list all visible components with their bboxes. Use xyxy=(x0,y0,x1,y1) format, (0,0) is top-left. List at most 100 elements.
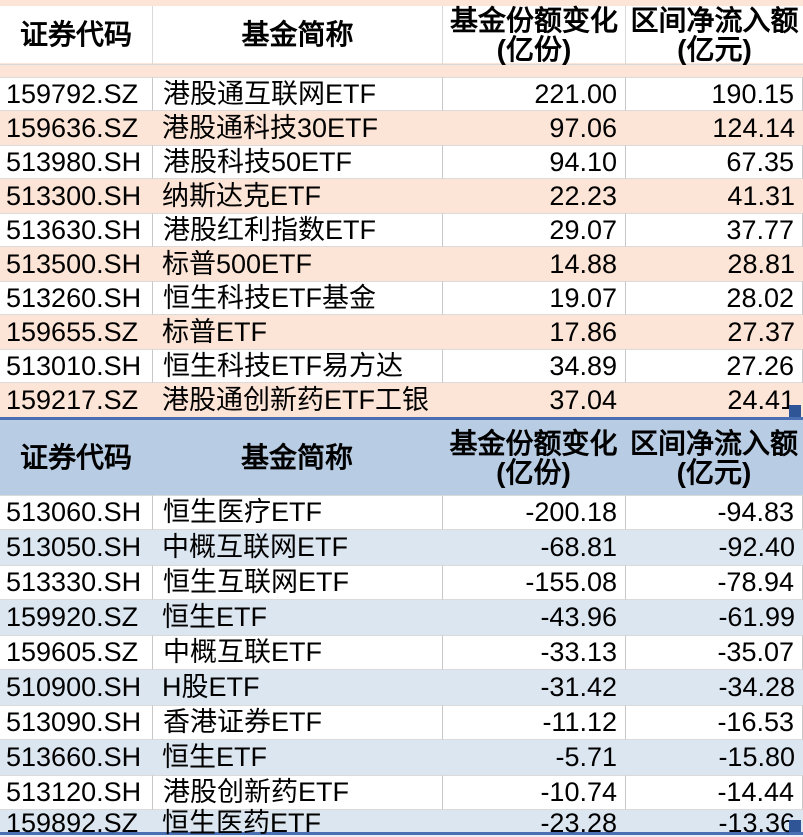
share-change-cell[interactable]: -33.13 xyxy=(442,635,625,670)
net-inflow-cell[interactable]: -14.44 xyxy=(625,775,803,810)
code-cell[interactable]: 513630.SH xyxy=(0,213,152,247)
fund-name-cell[interactable]: 恒生互联网ETF xyxy=(152,565,442,600)
net-inflow-cell[interactable]: 37.77 xyxy=(625,213,803,247)
fund-name-cell[interactable]: 中概互联ETF xyxy=(152,635,442,670)
code-cell[interactable]: 159217.SZ xyxy=(6,384,139,415)
fund-name-cell[interactable]: 港股通互联网ETF xyxy=(152,77,442,111)
table-row[interactable]: 513630.SH 港股红利指数ETF 29.07 37.77 xyxy=(0,213,803,247)
fill-handle-inflow[interactable] xyxy=(789,405,801,417)
net-inflow-cell[interactable]: 24.41 xyxy=(727,384,795,415)
table-row[interactable]: 159920.SZ 恒生ETF -43.96 -61.99 xyxy=(0,600,803,635)
fund-name-cell[interactable]: 恒生医疗ETF xyxy=(152,495,442,530)
share-change-cell[interactable]: -68.81 xyxy=(540,532,617,562)
share-change-cell[interactable]: -43.96 xyxy=(540,602,617,632)
table-row[interactable]: 159636.SZ 港股通科技30ETF 97.06 124.14 xyxy=(0,111,803,145)
share-change-cell[interactable]: 97.06 xyxy=(549,112,617,143)
table-row[interactable]: 513090.SH 香港证券ETF -11.12 -16.53 xyxy=(0,705,803,740)
net-inflow-cell[interactable]: -34.28 xyxy=(718,672,795,702)
code-cell[interactable]: 159920.SZ xyxy=(6,602,139,632)
code-cell[interactable]: 513980.SH xyxy=(0,145,152,179)
fund-name-cell[interactable]: 恒生ETF xyxy=(162,742,267,772)
header-share-change-cell[interactable]: 基金份额变化 (亿份) xyxy=(442,420,625,495)
net-inflow-cell[interactable]: 28.81 xyxy=(727,248,795,279)
share-change-cell[interactable]: -11.12 xyxy=(442,705,625,740)
net-inflow-cell[interactable]: 67.35 xyxy=(625,145,803,179)
net-inflow-cell[interactable]: -35.07 xyxy=(625,635,803,670)
fund-name-cell[interactable]: 港股创新药ETF xyxy=(152,775,442,810)
net-inflow-cell[interactable]: 41.31 xyxy=(727,180,795,211)
header-name-cell[interactable]: 基金简称 xyxy=(152,6,442,65)
table-row[interactable]: 513010.SH 恒生科技ETF易方达 34.89 27.26 xyxy=(0,349,803,383)
net-inflow-cell[interactable]: -13.36 xyxy=(718,808,795,837)
table-row[interactable]: 159217.SZ 港股通创新药ETF工银 37.04 24.41 xyxy=(0,383,803,417)
code-cell[interactable]: 513500.SH xyxy=(6,248,142,279)
code-cell[interactable]: 159655.SZ xyxy=(6,316,139,347)
share-change-cell[interactable]: -31.42 xyxy=(540,672,617,702)
table-row[interactable]: 159605.SZ 中概互联ETF -33.13 -35.07 xyxy=(0,635,803,670)
table-row[interactable]: 513980.SH 港股科技50ETF 94.10 67.35 xyxy=(0,145,803,179)
share-change-cell[interactable]: 34.89 xyxy=(442,349,625,383)
code-cell[interactable]: 513010.SH xyxy=(0,349,152,383)
header-share-change-cell[interactable]: 基金份额变化 (亿份) xyxy=(442,6,625,65)
code-cell[interactable]: 513050.SH xyxy=(6,532,142,562)
net-inflow-cell[interactable]: -61.99 xyxy=(718,602,795,632)
share-change-cell[interactable]: 37.04 xyxy=(549,384,617,415)
net-inflow-cell[interactable]: -78.94 xyxy=(625,565,803,600)
header-net-inflow-cell[interactable]: 区间净流入额 (亿元) xyxy=(625,420,803,495)
fund-name-cell[interactable]: 港股通创新药ETF工银 xyxy=(162,384,429,415)
table-row[interactable]: 159792.SZ 港股通互联网ETF 221.00 190.15 xyxy=(0,77,803,111)
share-change-cell[interactable]: -155.08 xyxy=(442,565,625,600)
share-change-cell[interactable]: 17.86 xyxy=(549,316,617,347)
fund-name-cell[interactable]: 恒生医药ETF xyxy=(162,808,321,837)
net-inflow-cell[interactable]: -16.53 xyxy=(625,705,803,740)
share-change-cell[interactable]: 14.88 xyxy=(549,248,617,279)
table-row[interactable]: 513050.SH 中概互联网ETF -68.81 -92.40 xyxy=(0,530,803,565)
table-row[interactable]: 513500.SH 标普500ETF 14.88 28.81 xyxy=(0,247,803,281)
fund-name-cell[interactable]: 标普500ETF xyxy=(162,248,313,279)
inflow-spacer-row[interactable] xyxy=(0,63,803,77)
net-inflow-cell[interactable]: -94.83 xyxy=(625,495,803,530)
fund-name-cell[interactable]: 纳斯达克ETF xyxy=(162,180,321,211)
net-inflow-cell[interactable]: 27.37 xyxy=(727,316,795,347)
table-row[interactable]: 513260.SH 恒生科技ETF基金 19.07 28.02 xyxy=(0,281,803,315)
fill-handle-outflow[interactable] xyxy=(789,820,801,832)
code-cell[interactable]: 159792.SZ xyxy=(0,77,152,111)
net-inflow-cell[interactable]: -92.40 xyxy=(718,532,795,562)
fund-name-cell[interactable]: 标普ETF xyxy=(162,316,267,347)
net-inflow-cell[interactable]: 190.15 xyxy=(625,77,803,111)
share-change-cell[interactable]: 221.00 xyxy=(442,77,625,111)
table-row[interactable]: 510900.SH H股ETF -31.42 -34.28 xyxy=(0,670,803,705)
header-name-cell[interactable]: 基金简称 xyxy=(240,441,353,473)
table-row[interactable]: 513330.SH 恒生互联网ETF -155.08 -78.94 xyxy=(0,565,803,600)
fund-name-cell[interactable]: 港股红利指数ETF xyxy=(152,213,442,247)
net-inflow-cell[interactable]: 28.02 xyxy=(625,281,803,315)
code-cell[interactable]: 159892.SZ xyxy=(6,808,139,837)
code-cell[interactable]: 513090.SH xyxy=(0,705,152,740)
header-code-cell[interactable]: 证券代码 xyxy=(0,6,152,65)
fund-name-cell[interactable]: 港股通科技30ETF xyxy=(162,112,379,143)
code-cell[interactable]: 513300.SH xyxy=(6,180,142,211)
share-change-cell[interactable]: -5.71 xyxy=(555,742,617,772)
share-change-cell[interactable]: -10.74 xyxy=(442,775,625,810)
fund-name-cell[interactable]: 恒生科技ETF易方达 xyxy=(152,349,442,383)
share-change-cell[interactable]: 94.10 xyxy=(442,145,625,179)
fund-name-cell[interactable]: 恒生科技ETF基金 xyxy=(152,281,442,315)
table-row[interactable]: 513060.SH 恒生医疗ETF -200.18 -94.83 xyxy=(0,495,803,530)
fund-name-cell[interactable]: 中概互联网ETF xyxy=(162,532,348,562)
share-change-cell[interactable]: 19.07 xyxy=(442,281,625,315)
code-cell[interactable]: 513060.SH xyxy=(0,495,152,530)
code-cell[interactable]: 513330.SH xyxy=(0,565,152,600)
net-inflow-cell[interactable]: -15.80 xyxy=(718,742,795,772)
code-cell[interactable]: 513660.SH xyxy=(6,742,142,772)
table-row[interactable]: 159655.SZ 标普ETF 17.86 27.37 xyxy=(0,315,803,349)
code-cell[interactable]: 159636.SZ xyxy=(6,112,139,143)
code-cell[interactable]: 159605.SZ xyxy=(0,635,152,670)
code-cell[interactable]: 513120.SH xyxy=(0,775,152,810)
header-code-cell[interactable]: 证券代码 xyxy=(19,441,132,473)
table-row[interactable]: 513120.SH 港股创新药ETF -10.74 -14.44 xyxy=(0,775,803,810)
share-change-cell[interactable]: 22.23 xyxy=(549,180,617,211)
header-net-inflow-cell[interactable]: 区间净流入额 (亿元) xyxy=(625,6,803,65)
table-row[interactable]: 513300.SH 纳斯达克ETF 22.23 41.31 xyxy=(0,179,803,213)
table-row[interactable]: 513660.SH 恒生ETF -5.71 -15.80 xyxy=(0,740,803,775)
net-inflow-cell[interactable]: 124.14 xyxy=(712,112,795,143)
